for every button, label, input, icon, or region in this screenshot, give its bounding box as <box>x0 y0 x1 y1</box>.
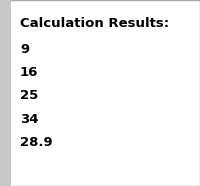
Text: 9: 9 <box>20 43 29 56</box>
Text: Calculation Results:: Calculation Results: <box>20 17 169 30</box>
Bar <box>0 0 11 186</box>
Text: 28.9: 28.9 <box>20 136 53 149</box>
Text: 25: 25 <box>20 89 38 102</box>
Text: 34: 34 <box>20 113 38 126</box>
Text: 16: 16 <box>20 66 38 79</box>
